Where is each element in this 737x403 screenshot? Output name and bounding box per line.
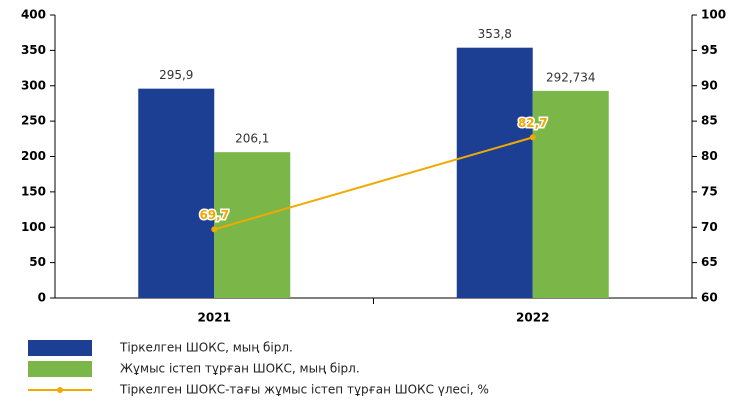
line-value-label: 82,7 xyxy=(518,116,548,130)
y2-tick-label: 90 xyxy=(701,78,718,92)
y2-tick-label: 80 xyxy=(701,149,718,163)
legend-swatch-point xyxy=(57,387,63,393)
bar-value-label: 295,9 xyxy=(159,68,193,82)
bar xyxy=(532,90,609,299)
bar-value-label: 292,734 xyxy=(546,70,596,84)
y2-tick-label: 85 xyxy=(701,114,718,128)
x-tick-label: 2022 xyxy=(516,311,549,325)
y2-tick-label: 60 xyxy=(701,291,718,305)
y-tick-label: 250 xyxy=(21,114,46,128)
y2-tick-label: 100 xyxy=(701,8,726,22)
y-tick-label: 150 xyxy=(21,184,46,198)
y-tick-label: 350 xyxy=(21,43,46,57)
line-value-label: 69,7 xyxy=(199,208,229,222)
bar-value-label: 206,1 xyxy=(235,132,269,146)
y-tick-label: 50 xyxy=(29,255,46,269)
y2-tick-label: 70 xyxy=(701,220,718,234)
legend-swatch xyxy=(28,340,92,356)
bar-value-label: 353,8 xyxy=(478,27,512,41)
y-tick-label: 100 xyxy=(21,220,46,234)
legend-label: Тіркелген ШОКС-тағы жұмыс істеп тұрған Ш… xyxy=(119,383,489,397)
y-tick-label: 400 xyxy=(21,8,46,22)
line xyxy=(213,136,534,231)
y2-tick-label: 75 xyxy=(701,184,718,198)
y-tick-label: 300 xyxy=(21,78,46,92)
legend-label: Тіркелген ШОКС, мың бірл. xyxy=(119,341,293,355)
x-tick-label: 2021 xyxy=(198,311,231,325)
bar xyxy=(456,47,533,299)
line-point xyxy=(529,134,536,141)
y-tick-label: 0 xyxy=(38,291,46,305)
y-tick-label: 200 xyxy=(21,149,46,163)
line-point xyxy=(211,226,218,233)
legend-label: Жұмыс істеп тұрған ШОКС, мың бірл. xyxy=(120,362,360,376)
y2-tick-label: 65 xyxy=(701,255,718,269)
y2-tick-label: 95 xyxy=(701,43,718,57)
legend-swatch xyxy=(28,361,92,377)
bar xyxy=(138,88,215,298)
